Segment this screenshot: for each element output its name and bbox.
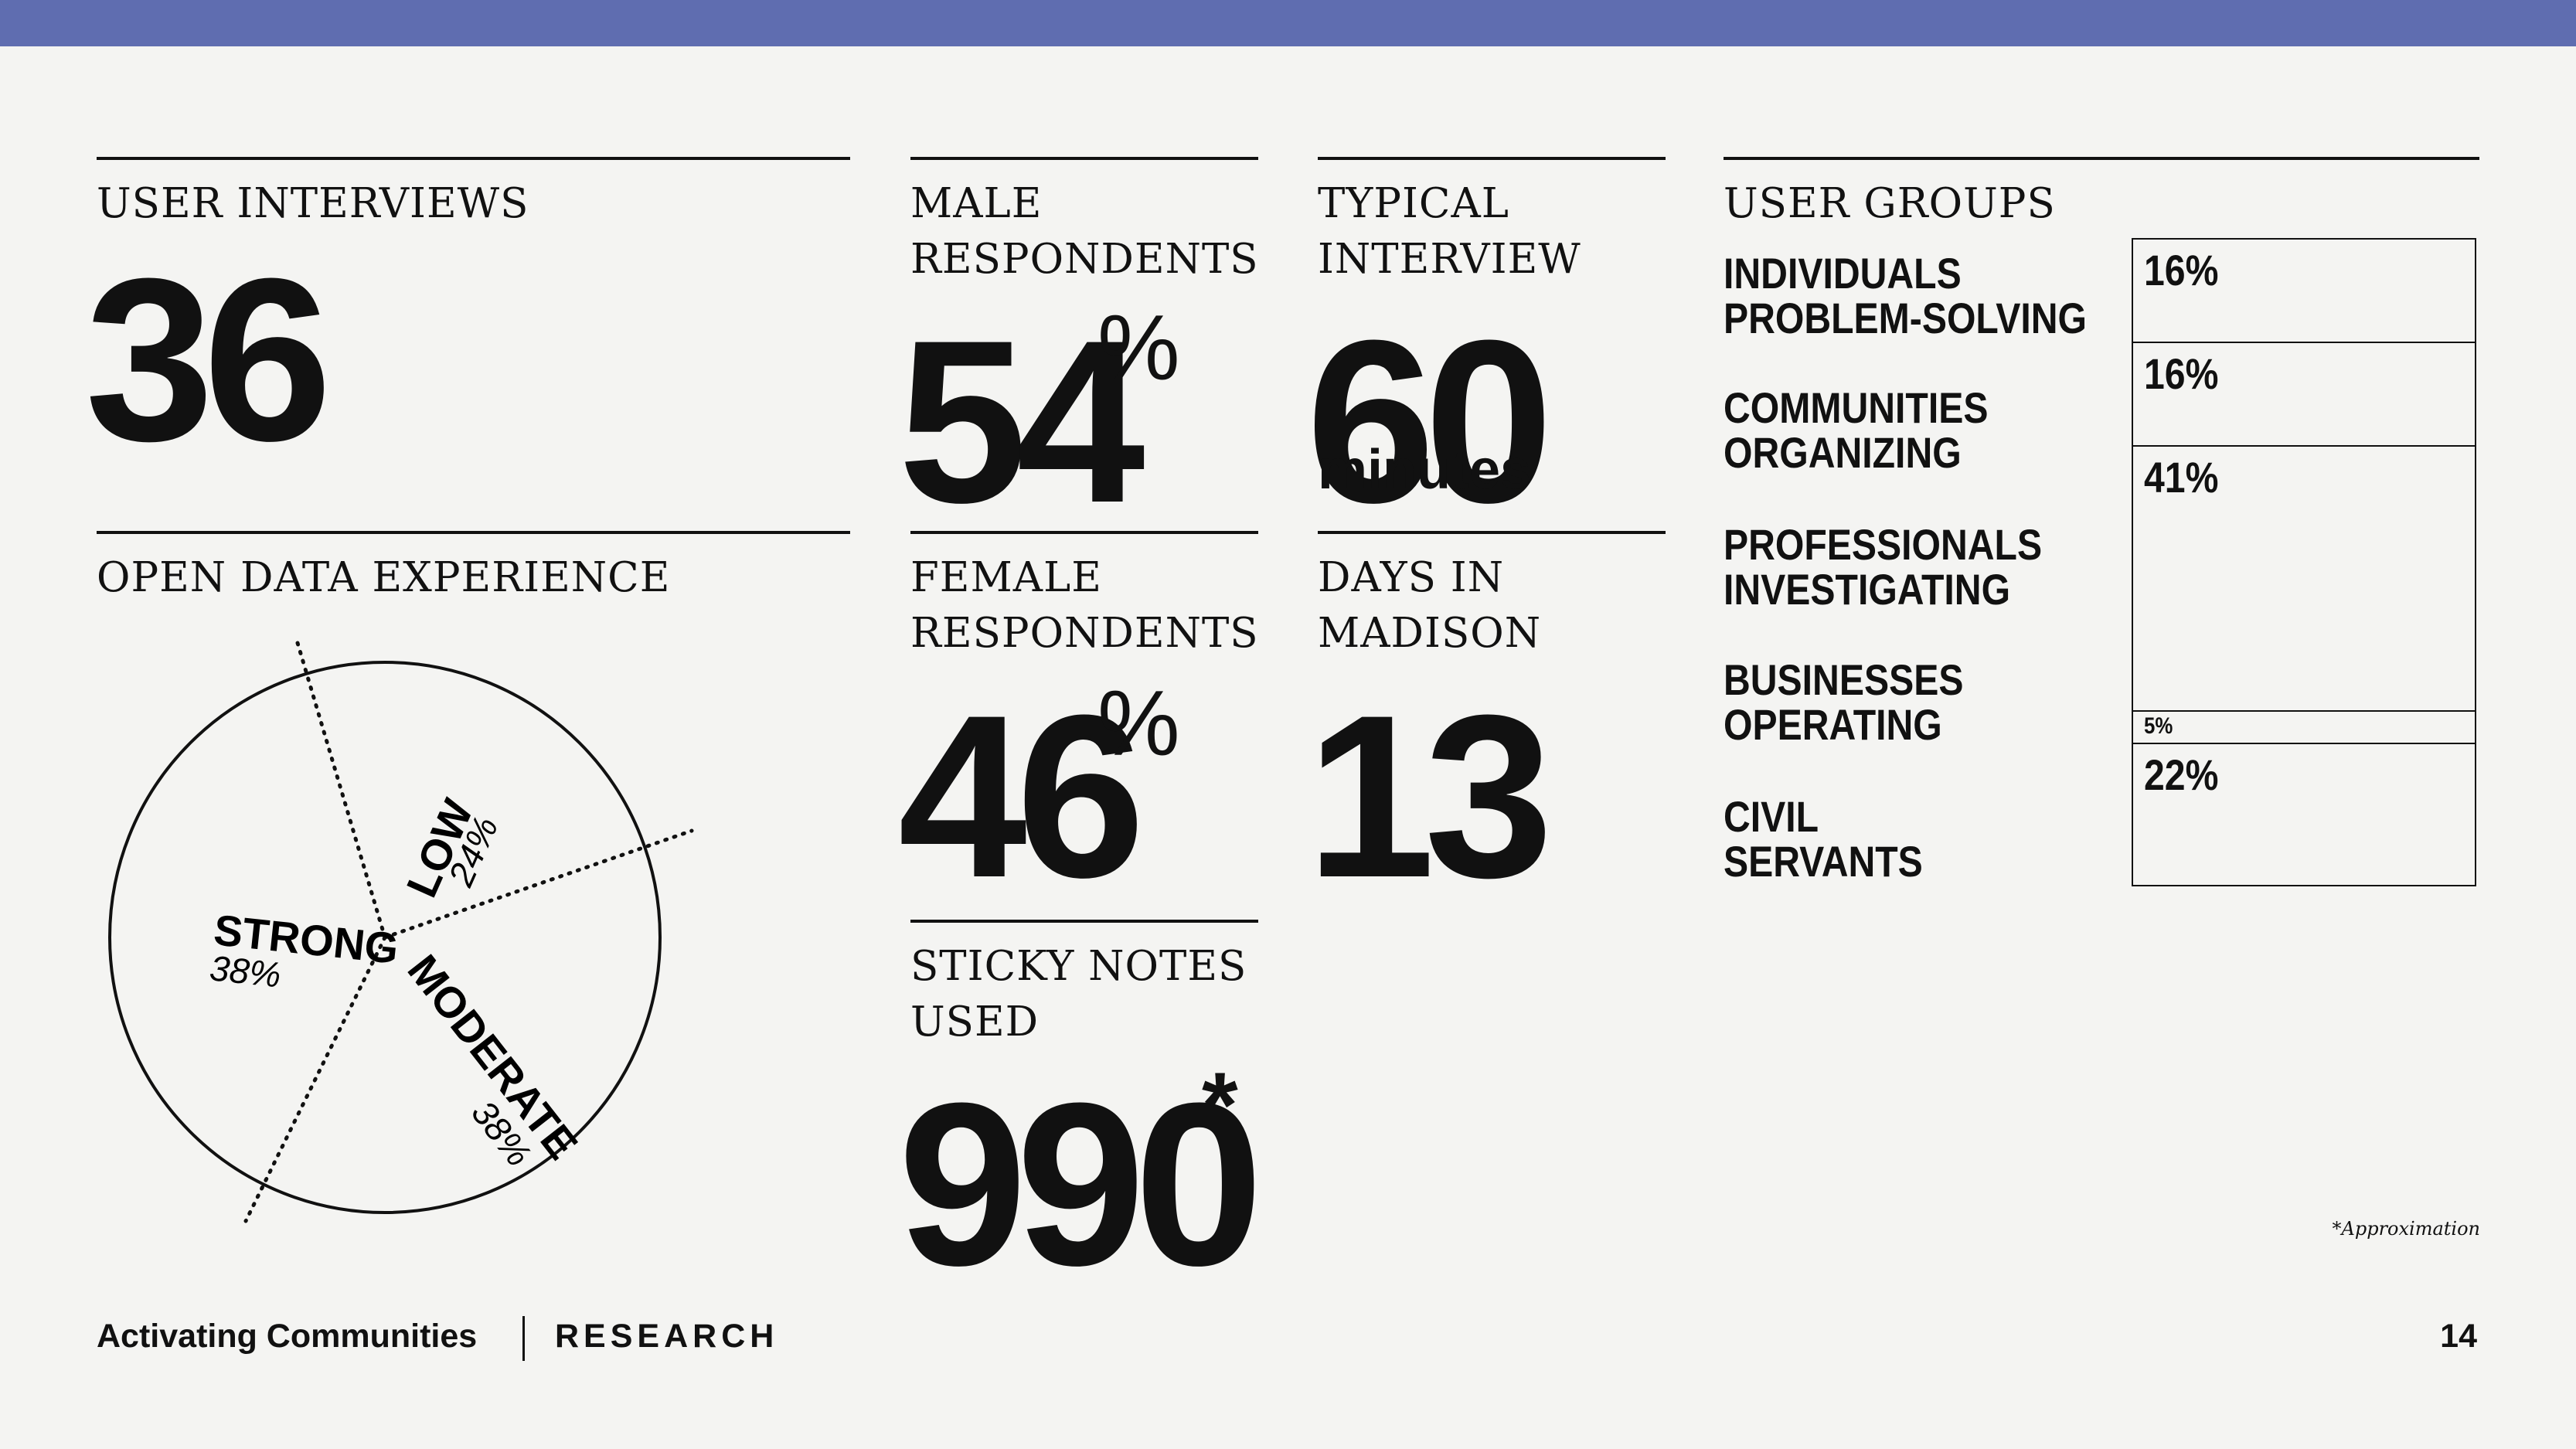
male-respondents-label: MALE RESPONDENTS [910, 176, 1259, 287]
group-line: SERVANTS [1724, 837, 1923, 886]
divider [1318, 531, 1666, 534]
group-label-businesses: BUSINESSES OPERATING [1724, 658, 1963, 747]
typical-interview-label: TYPICAL INTERVIEW [1318, 176, 1581, 287]
group-label-individuals: INDIVIDUALS PROBLEM-SOLVING [1724, 251, 2087, 341]
male-respondents-value: 54 [898, 291, 1145, 551]
approximation-footnote: *Approximation [2332, 1218, 2480, 1240]
group-line: INVESTIGATING [1724, 565, 2011, 614]
label-line: TYPICAL [1318, 180, 1509, 227]
user-group-segment: 5% [2132, 710, 2476, 744]
divider [910, 531, 1258, 534]
group-line: ORGANIZING [1724, 428, 1962, 477]
divider [97, 157, 850, 160]
divider [910, 920, 1258, 923]
user-group-segment: 22% [2132, 743, 2476, 886]
divider [910, 157, 1258, 160]
days-in-madison-value: 13 [1306, 666, 1553, 926]
user-interviews-label: USER INTERVIEWS [97, 180, 529, 227]
footer-title: Activating Communities [97, 1318, 478, 1355]
slice-divider [295, 641, 387, 940]
label-line: FEMALE [910, 554, 1102, 601]
slice-divider [243, 935, 387, 1223]
user-interviews-value: 36 [85, 230, 332, 489]
slice-divider [383, 828, 694, 940]
pie-outline [108, 661, 662, 1214]
days-in-madison-label: DAYS IN MADISON [1318, 550, 1541, 662]
group-label-communities: COMMUNITIES ORGANIZING [1724, 386, 1988, 475]
open-data-experience-chart: STRONG 38% LOW 24% MODERATE 38% [108, 641, 694, 1223]
group-line: BUSINESSES [1724, 655, 1964, 704]
label-line: MADISON [1318, 610, 1542, 657]
footer-separator [522, 1316, 525, 1361]
label-line: RESPONDENTS [910, 610, 1259, 657]
user-groups-label: USER GROUPS [1724, 180, 2056, 227]
typical-interview-value: 60 [1306, 291, 1553, 551]
label-line: MALE [910, 180, 1043, 227]
label-line: USED [910, 998, 1040, 1046]
segment-percent: 16% [2144, 246, 2219, 294]
minutes-unit: minutes [1318, 439, 1532, 501]
divider [1724, 157, 2479, 160]
segment-percent: 22% [2144, 750, 2219, 799]
user-group-segment: 16% [2132, 342, 2476, 447]
percent-sign: % [1097, 672, 1180, 775]
group-line: CIVIL [1724, 792, 1819, 841]
divider [97, 531, 850, 534]
divider [1318, 157, 1666, 160]
group-label-professionals: PROFESSIONALS INVESTIGATING [1724, 522, 2042, 612]
group-line: OPERATING [1724, 700, 1942, 749]
approximation-asterisk: * [1202, 1053, 1238, 1157]
sticky-notes-value: 990 [898, 1054, 1264, 1314]
label-line: INTERVIEW [1318, 236, 1581, 283]
page-number: 14 [2440, 1318, 2477, 1355]
user-group-segment: 16% [2132, 238, 2476, 343]
group-line: INDIVIDUALS [1724, 249, 1962, 298]
user-group-segment: 41% [2132, 445, 2476, 712]
segment-percent: 41% [2144, 453, 2219, 502]
header-bar [0, 0, 2576, 46]
female-respondents-value: 46 [898, 666, 1145, 926]
female-respondents-label: FEMALE RESPONDENTS [910, 550, 1259, 662]
group-line: COMMUNITIES [1724, 383, 1989, 432]
group-line: PROFESSIONALS [1724, 520, 2043, 569]
segment-percent: 16% [2144, 349, 2219, 398]
segment-percent: 5% [2144, 713, 2173, 739]
label-line: STICKY NOTES [910, 943, 1247, 990]
group-line: PROBLEM-SOLVING [1724, 294, 2088, 342]
sticky-notes-label: STICKY NOTES USED [910, 939, 1247, 1050]
label-line: RESPONDENTS [910, 236, 1259, 283]
label-line: DAYS IN [1318, 554, 1505, 601]
slice-percent-strong: 38% [208, 947, 283, 995]
group-label-civil-servants: CIVIL SERVANTS [1724, 794, 1923, 884]
footer-section: RESEARCH [555, 1318, 779, 1355]
open-data-experience-label: OPEN DATA EXPERIENCE [97, 554, 671, 601]
percent-sign: % [1097, 296, 1180, 400]
